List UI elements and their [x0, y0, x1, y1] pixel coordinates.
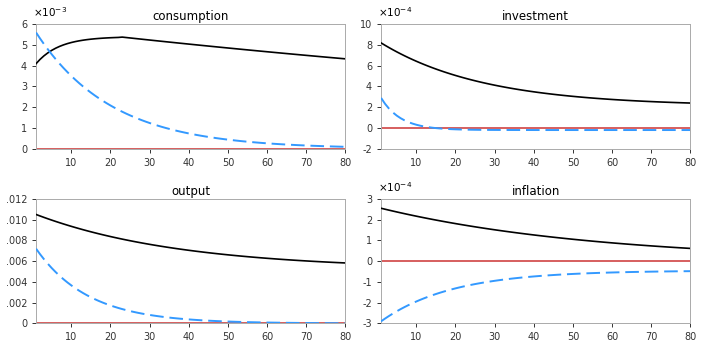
Title: output: output: [171, 185, 211, 198]
Title: inflation: inflation: [512, 185, 560, 198]
Text: $\times10^{-4}$: $\times10^{-4}$: [378, 6, 412, 19]
Text: $\times10^{-4}$: $\times10^{-4}$: [378, 180, 412, 194]
Text: $\times10^{-3}$: $\times10^{-3}$: [33, 6, 67, 19]
Title: consumption: consumption: [152, 10, 229, 23]
Title: investment: investment: [502, 10, 569, 23]
